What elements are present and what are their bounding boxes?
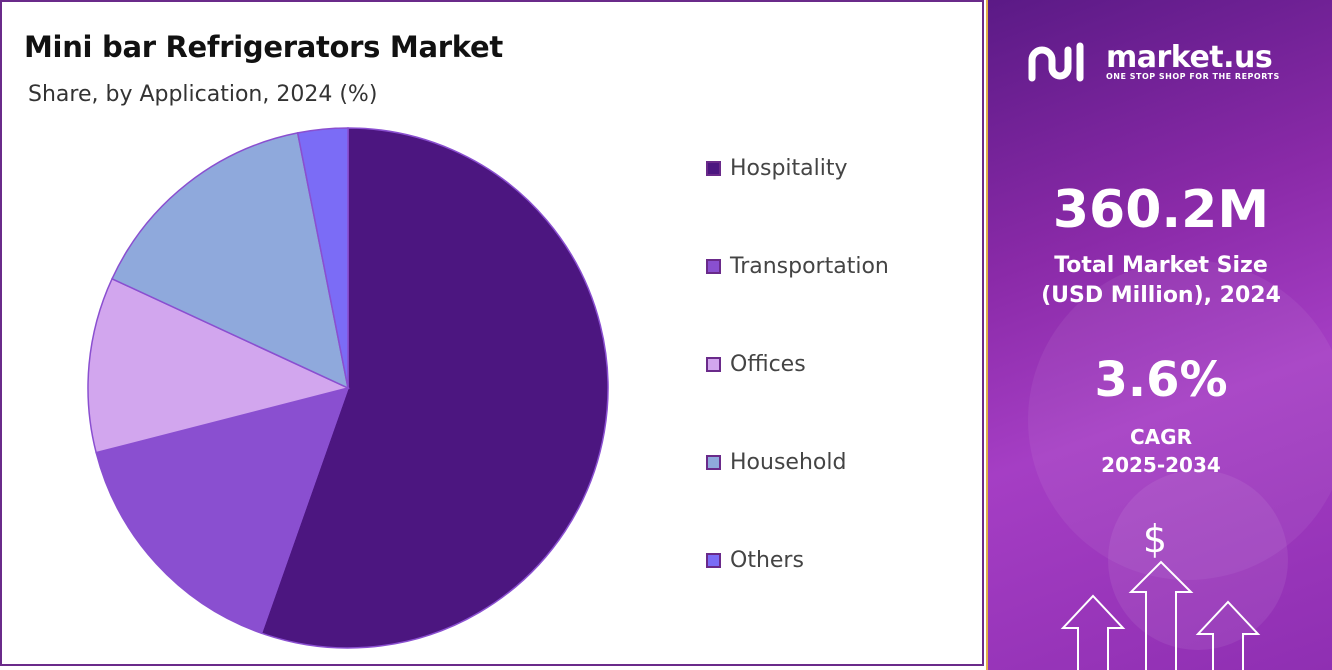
chart-subtitle: Share, by Application, 2024 (%) <box>28 82 378 107</box>
brand-name: market.us <box>1106 40 1273 75</box>
market-size-label-line1: Total Market Size <box>1054 253 1268 278</box>
legend-item-offices: Offices <box>706 348 806 380</box>
dollar-icon: $ <box>1143 517 1167 561</box>
legend-label: Transportation <box>730 253 889 279</box>
legend-swatch <box>706 258 721 274</box>
market-size-value: 360.2M <box>1052 180 1270 240</box>
legend-swatch <box>706 160 721 176</box>
legend-item-others: Others <box>706 544 804 576</box>
legend-label: Others <box>730 547 804 573</box>
legend-swatch <box>706 454 721 470</box>
legend-item-hospitality: Hospitality <box>706 152 848 184</box>
cagr-period: 2025-2034 <box>1101 453 1221 477</box>
pie-chart <box>87 127 609 649</box>
chart-title: Mini bar Refrigerators Market <box>24 30 503 64</box>
legend-swatch <box>706 552 721 568</box>
background-glow <box>1028 260 1332 580</box>
legend-label: Offices <box>730 351 806 377</box>
pie-slice-household <box>111 132 350 390</box>
brand-tagline: ONE STOP SHOP FOR THE REPORTS <box>1106 72 1280 81</box>
chart-panel: Mini bar Refrigerators Market Share, by … <box>0 0 984 666</box>
market-size-label-line2: (USD Million), 2024 <box>1041 283 1281 308</box>
cagr-label: CAGR <box>1130 425 1192 449</box>
legend-label: Hospitality <box>730 155 848 181</box>
pie-slice-offices <box>87 277 351 454</box>
legend-item-household: Household <box>706 446 846 478</box>
cagr-value: 3.6% <box>1094 352 1228 408</box>
brand-logo: market.us ONE STOP SHOP FOR THE REPORTS <box>1026 38 1316 88</box>
legend-item-transportation: Transportation <box>706 250 889 282</box>
legend-label: Household <box>730 449 847 475</box>
growth-arrows-icon: $ <box>1060 517 1261 670</box>
background-glow <box>1108 470 1288 650</box>
logo-icon <box>1028 42 1084 82</box>
pie-slice-others <box>296 127 349 389</box>
pie-slice-transportation <box>95 386 350 635</box>
summary-panel: market.us ONE STOP SHOP FOR THE REPORTS … <box>986 0 1332 670</box>
legend-swatch <box>706 356 721 372</box>
